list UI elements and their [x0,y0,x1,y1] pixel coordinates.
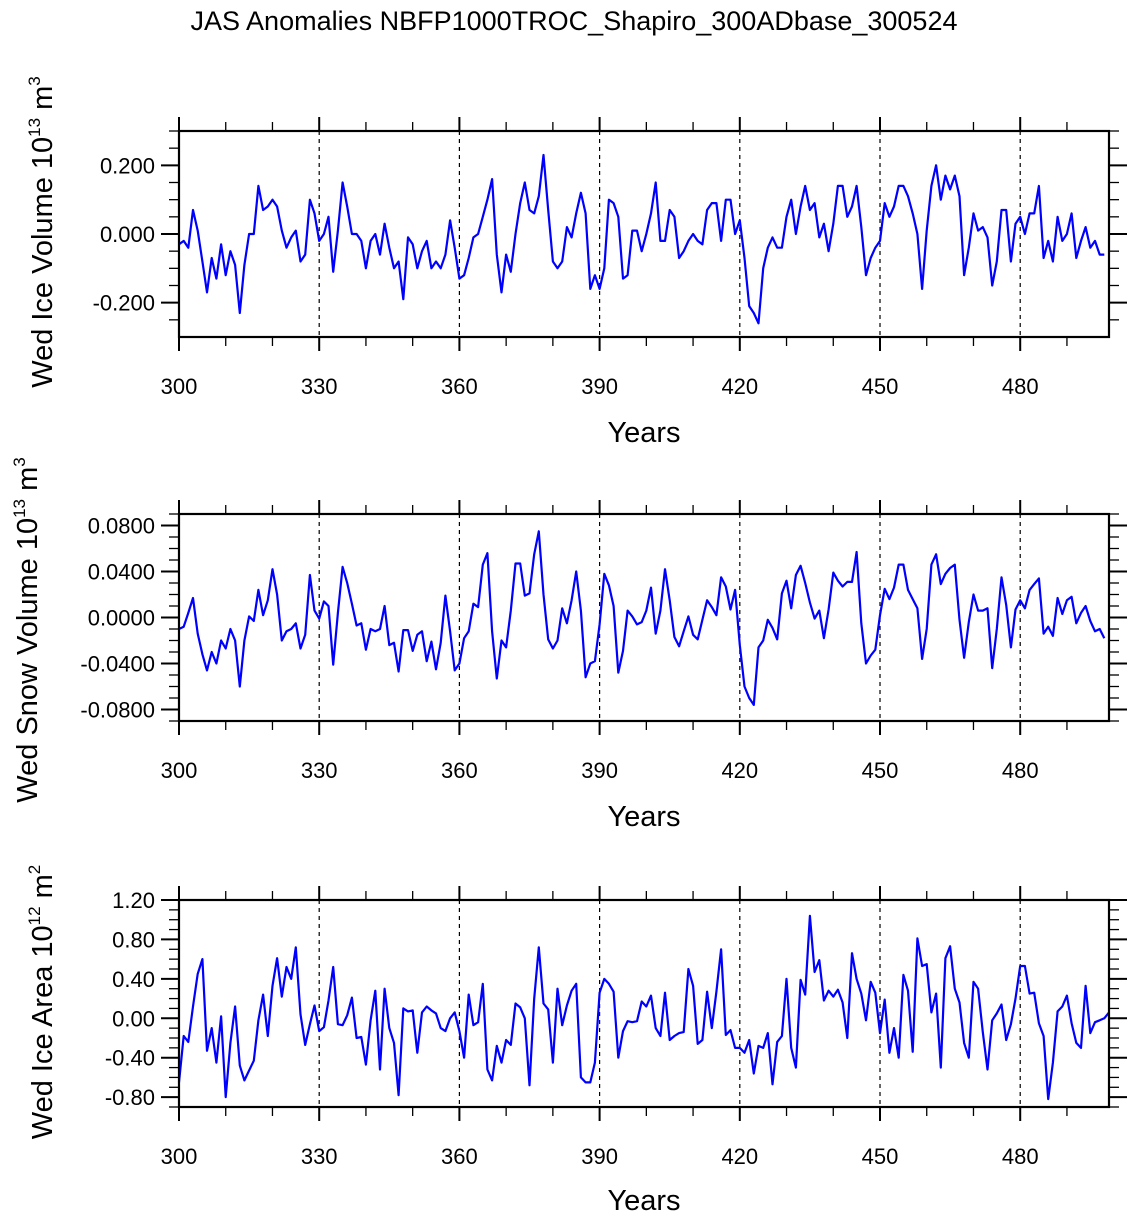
x-tick-label: 390 [581,1144,618,1169]
y-axis-label-unit-exponent: 3 [10,457,29,466]
x-tick-label: 330 [301,758,338,783]
x-tick-label: 360 [441,374,478,399]
x-tick-label: 360 [441,1144,478,1169]
y-axis-label-prefix: Wed Ice Volume 10 [27,137,59,388]
x-axis-label: Years [607,801,680,833]
x-tick-label: 450 [862,1144,899,1169]
x-tick-label: 420 [721,1144,758,1169]
y-axis-label: Wed Ice Volume 1013 m3 [25,76,59,388]
x-tick-label: 420 [721,374,758,399]
y-tick-label: -0.80 [105,1085,155,1110]
y-tick-label: 0.0800 [88,514,155,539]
y-tick-label: 0.00 [112,1006,155,1031]
y-axis-label-exponent: 13 [25,118,44,137]
y-tick-label: -0.0800 [80,698,155,723]
x-tick-label: 450 [862,374,899,399]
y-tick-label: 0.0400 [88,560,155,585]
y-axis-label-unit-exponent: 3 [25,76,44,85]
x-tick-label: 300 [161,1144,198,1169]
x-axis-label: Years [607,417,680,449]
x-tick-label: 450 [862,758,899,783]
y-tick-label: 0.40 [112,967,155,992]
series-line [177,914,1110,1101]
x-tick-label: 330 [301,374,338,399]
y-axis-label-unit: m [12,467,44,499]
x-tick-label: 480 [1002,1144,1039,1169]
x-tick-label: 390 [581,758,618,783]
y-axis-label-prefix: Wed Snow Volume 10 [12,518,44,803]
x-axis-label: Years [607,1185,680,1217]
y-tick-label: 0.200 [100,153,155,178]
y-tick-label: 0.000 [100,222,155,247]
panel-snow-volume: 300 330 360 390 420 450 480 0.0800 0.0400 0.0000 -… [10,457,1127,833]
x-tick-label: 330 [301,1144,338,1169]
x-tick-label: 360 [441,758,478,783]
y-tick-label: -0.40 [105,1046,155,1071]
y-axis-label-unit: m [27,86,59,118]
x-tick-label: 480 [1002,374,1039,399]
x-tick-label: 390 [581,374,618,399]
y-tick-label: -0.200 [93,291,155,316]
data-points [178,915,1110,1100]
plot-frame [177,898,1111,1109]
x-tick-label: 300 [161,374,198,399]
x-tick-label: 480 [1002,758,1039,783]
data-points [178,531,1105,705]
panel-ice-volume: 300 330 360 390 420 450 480 0.200 0.000 -0.200 Yea… [25,76,1127,449]
series-line [178,530,1106,707]
x-tick-label: 420 [721,758,758,783]
data-points [178,154,1105,324]
y-tick-label: 0.0000 [88,606,155,631]
y-axis-label-prefix: Wed Ice Area 10 [27,925,59,1139]
figure-title: JAS Anomalies NBFP1000TROC_Shapiro_300AD… [191,6,958,36]
y-axis-label-unit: m [27,874,59,906]
y-axis-label-unit-exponent: 2 [25,865,44,874]
panel-ice-area: 300 330 360 390 420 450 480 1.20 0.80 0.40 0.00 -0.… [25,865,1127,1217]
x-tick-label: 300 [161,758,198,783]
y-tick-label: 0.80 [112,927,155,952]
y-axis-label-exponent: 13 [10,499,29,518]
series-line [178,153,1105,325]
y-tick-label: -0.0400 [80,652,155,677]
y-axis-label: Wed Ice Area 1012 m2 [25,865,59,1139]
y-axis-label-exponent: 12 [25,906,44,925]
y-axis-label: Wed Snow Volume 1013 m3 [10,457,44,802]
y-tick-label: 1.20 [112,888,155,913]
